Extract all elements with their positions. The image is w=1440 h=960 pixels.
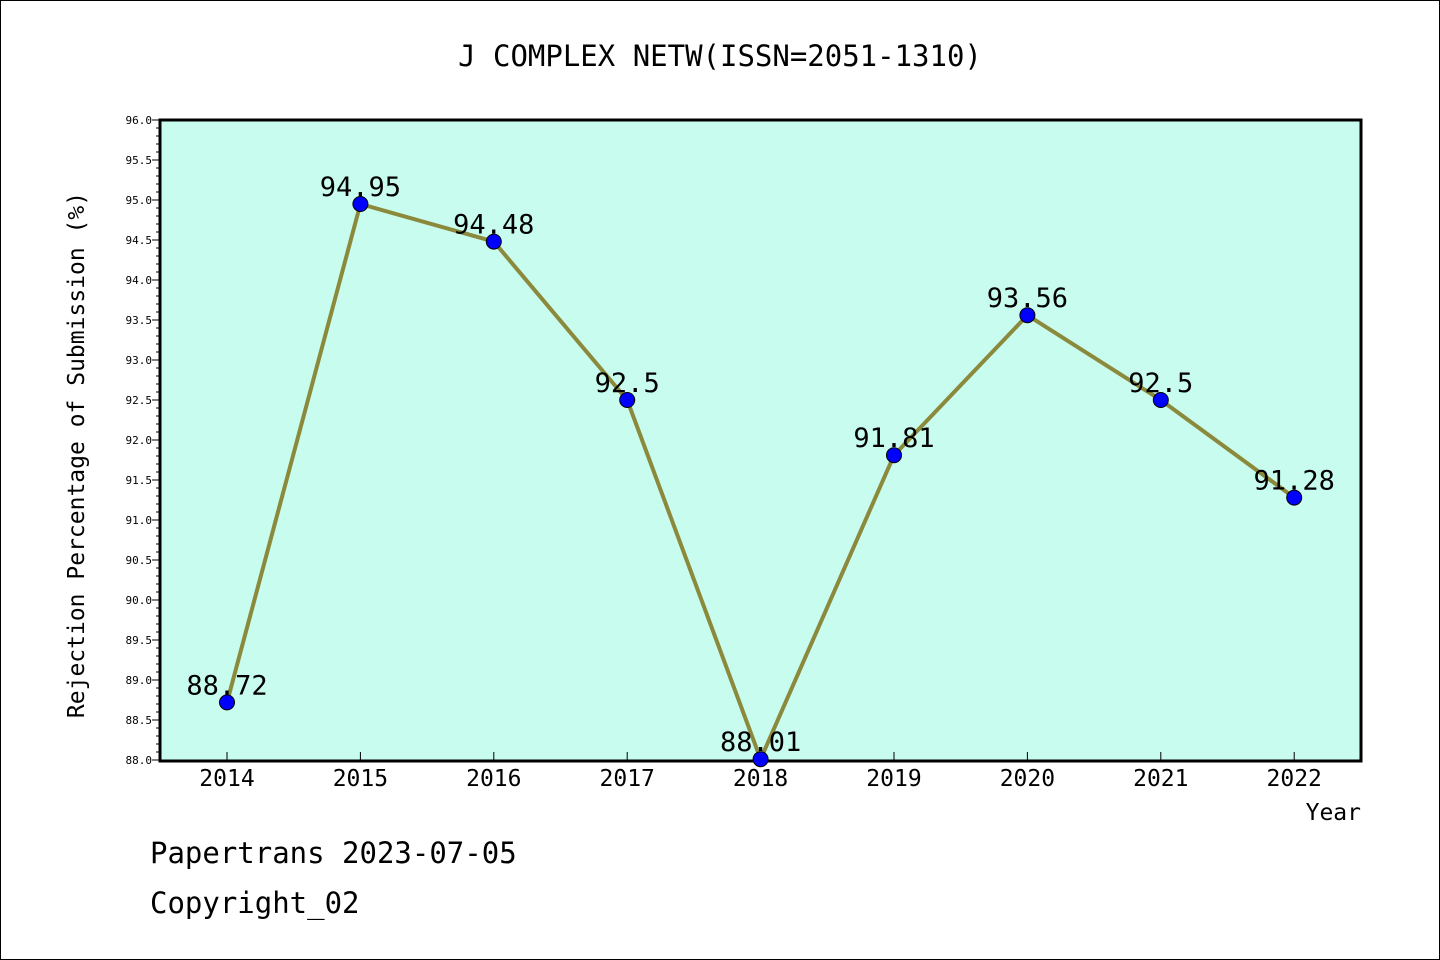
data-point (1152, 392, 1169, 408)
data-point (1019, 307, 1036, 324)
footer-copyright: Copyright_02 (150, 886, 360, 920)
y-tick-label: 94.0 (126, 274, 153, 287)
x-tick-label: 2022 (1267, 766, 1322, 792)
data-label: 91.81 (853, 423, 934, 454)
y-tick-label: 90.5 (126, 554, 153, 567)
y-tick-label: 89.0 (126, 674, 153, 687)
data-label: 94.48 (453, 210, 534, 241)
data-label: 91.28 (1254, 466, 1335, 497)
data-label: 94.95 (320, 172, 401, 203)
y-tick-label: 92.5 (126, 394, 153, 407)
y-tick-label: 90.0 (126, 594, 153, 607)
x-axis-label: Year (1306, 800, 1361, 826)
data-point (219, 694, 235, 711)
footer-date: Papertrans 2023-07-05 (150, 836, 517, 870)
y-axis: 88.0 88.5 89.0 89.5 90.0 90.5 91.0 91.5 92.0 92.5… (126, 114, 160, 767)
x-tick-label: 2016 (466, 766, 521, 792)
y-tick-label: 93.0 (126, 354, 153, 367)
y-tick-label: 91.0 (126, 514, 153, 527)
y-tick-label: 95.0 (126, 194, 153, 207)
x-tick-label: 2019 (866, 766, 921, 792)
data-label: 88.01 (720, 727, 801, 758)
y-tick-label: 94.5 (126, 234, 153, 247)
data-label: 93.56 (987, 283, 1068, 314)
y-tick-label: 95.5 (126, 154, 153, 167)
data-point (352, 196, 369, 212)
data-label: 92.5 (1128, 368, 1193, 399)
data-point (619, 392, 636, 408)
data-point (886, 447, 902, 464)
x-tick-label: 2017 (600, 766, 655, 792)
data-point (485, 233, 502, 250)
x-tick-label: 2018 (733, 766, 788, 792)
y-tick-label: 88.0 (126, 754, 153, 767)
y-tick-label: 93.5 (126, 314, 153, 327)
y-tick-label: 96.0 (126, 114, 153, 127)
x-tick-label: 2014 (199, 766, 254, 792)
y-axis-label: Rejection Percentage of Submission (%) (64, 192, 90, 718)
y-tick-label: 89.5 (126, 634, 153, 647)
series-layer: 88.72 94.95 94.48 92.5 88.01 91.81 93.56 92.5 91… (186, 172, 1335, 768)
y-tick-label: 91.5 (126, 474, 153, 487)
data-label: 88.72 (186, 670, 267, 701)
x-tick-label: 2021 (1133, 766, 1188, 792)
data-point (752, 751, 769, 768)
x-axis: 2014 2015 2016 2017 2018 2019 2020 2021 2022 (199, 752, 1322, 792)
y-tick-label: 88.5 (126, 714, 153, 727)
x-tick-label: 2020 (1000, 766, 1055, 792)
x-tick-label: 2015 (333, 766, 388, 792)
data-point (1286, 489, 1303, 506)
data-label: 92.5 (595, 368, 660, 399)
y-tick-label: 92.0 (126, 434, 153, 447)
chart-title: J COMPLEX NETW(ISSN=2051-1310) (458, 39, 982, 73)
plot-area (158, 118, 1363, 763)
